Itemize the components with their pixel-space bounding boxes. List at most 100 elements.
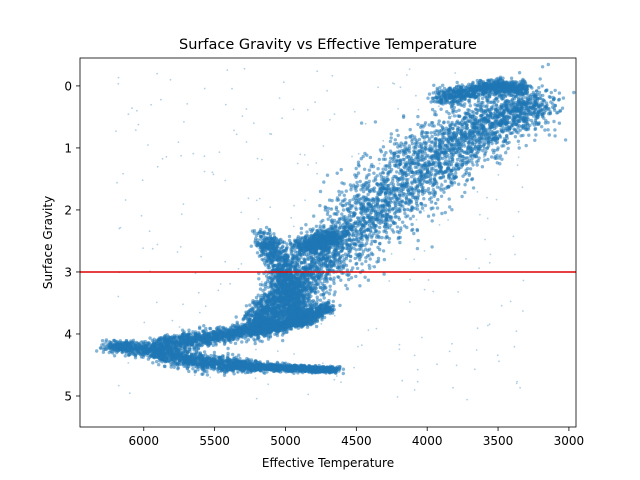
scatter-point (445, 110, 449, 114)
scatter-point (457, 139, 461, 143)
scatter-point (391, 186, 396, 191)
scatter-point (443, 179, 447, 183)
scatter-point (449, 180, 453, 184)
scatter-point (395, 170, 399, 174)
scatter-point (533, 102, 537, 106)
scatter-point (521, 111, 525, 115)
scatter-point (391, 182, 396, 186)
scatter-point (399, 144, 403, 149)
scatter-point (125, 340, 129, 345)
scatter-point (349, 254, 353, 258)
scatter-point (348, 259, 352, 263)
scatter-point (419, 201, 423, 206)
scatter-point (422, 197, 426, 201)
scatter-point (416, 238, 420, 243)
scatter-point (519, 134, 523, 138)
scatter-point (375, 201, 379, 205)
scatter-point (450, 155, 454, 160)
scatter-point (456, 121, 460, 126)
scatter-point (353, 256, 357, 261)
scatter-point (433, 190, 437, 194)
scatter-point (366, 248, 370, 253)
scatter-point (415, 185, 419, 190)
scatter-point (427, 123, 431, 127)
scatter-point (407, 157, 412, 162)
scatter-point (304, 223, 308, 227)
scatter-point (358, 206, 362, 211)
scatter-point (506, 146, 510, 151)
scatter-point (508, 131, 512, 135)
scatter-point (526, 122, 530, 127)
scatter-point (442, 120, 446, 124)
scatter-point (345, 242, 349, 246)
scatter-point (132, 352, 136, 356)
scatter-point (453, 123, 457, 128)
scatter-point (364, 221, 368, 225)
scatter-point (491, 132, 496, 136)
scatter-point (507, 126, 512, 131)
scatter-point (422, 176, 427, 180)
scatter-point (399, 193, 403, 198)
scatter-point (368, 257, 372, 261)
scatter-point (256, 301, 260, 306)
scatter-point (444, 186, 448, 190)
scatter-point (419, 166, 423, 170)
scatter-point (358, 179, 362, 184)
scatter-point (489, 100, 494, 105)
scatter-point (395, 158, 399, 162)
scatter-point (431, 154, 435, 158)
scatter-point (254, 295, 259, 300)
scatter-point (376, 256, 381, 261)
scatter-point (419, 125, 423, 129)
scatter-point (241, 317, 246, 321)
scatter-point (534, 133, 538, 137)
scatter-point (401, 172, 405, 177)
scatter-point (446, 174, 451, 178)
scatter-point (426, 214, 431, 218)
scatter-point (439, 107, 443, 111)
scatter-point (341, 208, 346, 212)
scatter-point (380, 198, 384, 202)
scatter-point (112, 354, 117, 358)
scatter-point (533, 138, 537, 142)
scatter-point (399, 141, 403, 145)
scatter-point (421, 135, 425, 139)
scatter-point (376, 197, 380, 201)
scatter-point (318, 259, 322, 263)
scatter-point (354, 189, 358, 193)
scatter-point (318, 189, 323, 194)
scatter-point (537, 104, 541, 109)
scatter-point (429, 177, 433, 181)
scatter-point (408, 127, 412, 132)
scatter-point (498, 123, 503, 127)
scatter-point (373, 229, 377, 234)
scatter-point (324, 275, 328, 279)
scatter-point (540, 112, 544, 116)
scatter-point (478, 136, 482, 140)
scatter-point (540, 84, 544, 88)
scatter-point (448, 128, 452, 132)
scatter-point (484, 134, 488, 138)
scatter-point (416, 114, 420, 119)
scatter-point (424, 141, 428, 146)
scatter-point (438, 186, 442, 190)
scatter-point (351, 204, 355, 208)
scatter-point (352, 246, 356, 250)
scatter-point (385, 222, 390, 227)
scatter-point (327, 292, 332, 296)
scatter-point (436, 129, 440, 133)
scatter-point (98, 346, 103, 350)
scatter-point (529, 118, 534, 123)
scatter-point (358, 284, 362, 288)
scatter-point (388, 139, 393, 144)
scatter-point (379, 174, 383, 179)
scatter-point (434, 145, 438, 149)
scatter-point (389, 156, 393, 160)
scatter-point (498, 105, 502, 109)
scatter-point (482, 146, 487, 150)
scatter-point (428, 173, 433, 178)
scatter-point (395, 141, 399, 146)
scatter-point (108, 345, 112, 349)
scatter-point (354, 262, 358, 266)
scatter-point (451, 127, 455, 131)
